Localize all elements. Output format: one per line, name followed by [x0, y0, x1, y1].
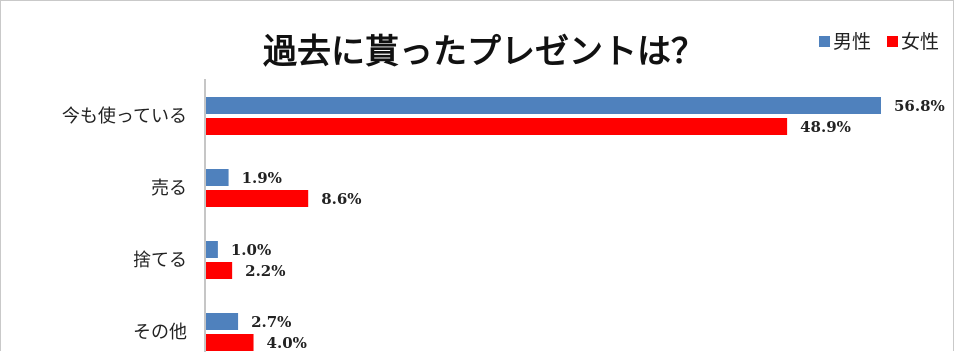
value-label-female-cat2: 2.2% — [245, 262, 285, 280]
bar-male-cat1 — [206, 169, 229, 186]
bar-male-cat3 — [206, 313, 239, 330]
category-label-cat2: 捨てる — [133, 250, 187, 271]
legend-label-female: 女性 — [901, 31, 939, 53]
value-label-male-cat0: 56.8% — [894, 97, 945, 115]
value-label-male-cat3: 2.7% — [251, 313, 291, 331]
bar-female-cat2 — [206, 262, 233, 279]
bar-female-cat0 — [206, 118, 788, 135]
category-label-cat3: その他 — [133, 322, 187, 343]
bar-male-cat2 — [206, 241, 218, 258]
category-label-cat0: 今も使っている — [62, 106, 187, 127]
legend-swatch-male — [819, 36, 830, 47]
bar-female-cat3 — [206, 334, 254, 351]
value-label-female-cat3: 4.0% — [267, 334, 307, 352]
value-label-male-cat2: 1.0% — [231, 241, 271, 259]
legend-label-male: 男性 — [833, 31, 871, 53]
chart-marks: 今も使っている 56.8% 48.9% 売る 1.9% 8.6% 捨てる 1.0% 2.2% その… — [62, 97, 945, 352]
legend-swatch-female — [887, 36, 898, 47]
value-label-female-cat0: 48.9% — [800, 118, 851, 136]
chart-title: 過去に貰ったプレゼントは？ — [263, 32, 705, 72]
value-label-male-cat1: 1.9% — [242, 169, 282, 187]
value-label-female-cat1: 8.6% — [321, 190, 361, 208]
bar-male-cat0 — [206, 97, 881, 114]
category-label-cat1: 売る — [151, 178, 187, 199]
bar-female-cat1 — [206, 190, 309, 207]
legend: 男性 女性 — [819, 31, 939, 53]
